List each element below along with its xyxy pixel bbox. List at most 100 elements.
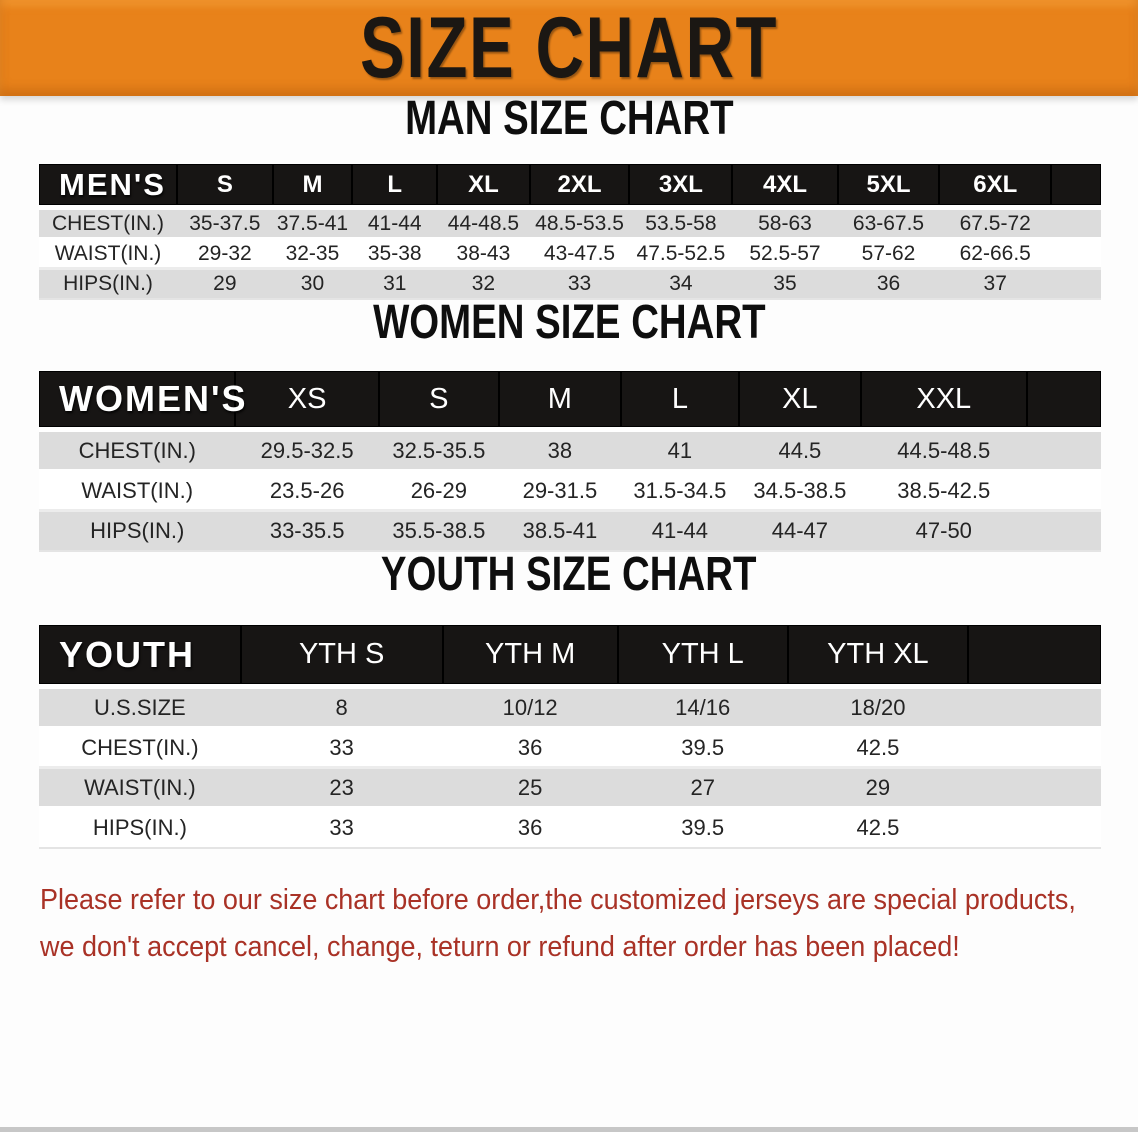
section-title-youth: YOUTH SIZE CHART: [0, 551, 1138, 599]
men-row-chest-in.-: CHEST(IN.) 35-37.5 37.5-41 41-44 44-48.5 48.5…: [39, 210, 1101, 240]
size-value-cell: 33: [240, 729, 443, 769]
size-value-cell: 27: [617, 769, 788, 809]
women-group-label: WOMEN'S: [39, 371, 246, 432]
size-value-cell: 38.5-41: [498, 512, 621, 552]
column-header-yth-xl: YTH XL: [787, 625, 969, 689]
women-header-row: WOMEN'S XS S M L XL XXL: [39, 371, 1101, 432]
size-value-cell: 29.5-32.5: [235, 432, 379, 472]
men-row-hips-in.-: HIPS(IN.) 29 30 31 32 33 34 35 36 37: [39, 270, 1101, 300]
womens-size-table: WOMEN'S XS S M L XL XXL CHEST(IN.) 29.5-32.5 32.5…: [39, 371, 1101, 552]
column-header-xxl: XXL: [860, 371, 1027, 432]
size-value-cell: 29-32: [177, 240, 273, 270]
size-value-cell: 41: [620, 432, 739, 472]
row-spacer: [968, 729, 1101, 769]
disclaimer-line2: we don't accept cancel, change, teturn o…: [40, 931, 960, 963]
row-spacer: [1050, 210, 1101, 240]
header-spacer: [1026, 371, 1101, 432]
size-value-cell: 33: [529, 270, 630, 300]
bottom-edge-strip: [0, 1127, 1138, 1132]
section-title-women-text: WOMEN SIZE CHART: [372, 296, 766, 349]
size-value-cell: 29: [787, 769, 969, 809]
size-value-cell: 18/20: [787, 689, 969, 729]
row-spacer: [1026, 472, 1101, 512]
youth-row-waist-in.-: WAIST(IN.) 23 25 27 29: [39, 769, 1101, 809]
column-header-m: M: [272, 164, 353, 210]
row-spacer: [968, 689, 1101, 729]
row-label: U.S.SIZE: [39, 689, 241, 729]
size-value-cell: 47-50: [860, 512, 1027, 552]
size-value-cell: 33-35.5: [235, 512, 379, 552]
column-header-xl: XL: [437, 164, 530, 210]
column-header-2xl: 2XL: [529, 164, 630, 210]
size-value-cell: 35.5-38.5: [378, 512, 499, 552]
column-header-s: S: [177, 164, 273, 210]
youth-row-chest-in.-: CHEST(IN.) 33 36 39.5 42.5: [39, 729, 1101, 769]
size-value-cell: 37: [939, 270, 1051, 300]
size-value-cell: 35: [732, 270, 838, 300]
column-header-l: L: [620, 371, 739, 432]
header-spacer: [1050, 164, 1101, 210]
size-value-cell: 32-35: [272, 240, 353, 270]
size-value-cell: 8: [240, 689, 443, 729]
row-spacer: [968, 809, 1101, 849]
size-value-cell: 42.5: [787, 729, 969, 769]
column-header-3xl: 3XL: [629, 164, 733, 210]
size-value-cell: 63-67.5: [837, 210, 940, 240]
size-value-cell: 39.5: [617, 729, 788, 769]
men-row-waist-in.-: WAIST(IN.) 29-32 32-35 35-38 38-43 43-47.5 47.…: [39, 240, 1101, 270]
size-value-cell: 44.5-48.5: [860, 432, 1027, 472]
men-group-label: MEN'S: [39, 164, 178, 210]
section-title-man: MAN SIZE CHART: [0, 92, 1138, 145]
size-value-cell: 34: [629, 270, 733, 300]
mens-size-table: MEN'S S M L XL 2XL 3XL 4XL 5XL 6XL CHEST(IN.) 35-37…: [39, 164, 1101, 300]
size-value-cell: 29: [177, 270, 273, 300]
size-value-cell: 38.5-42.5: [860, 472, 1027, 512]
size-value-cell: 38-43: [437, 240, 530, 270]
size-value-cell: 62-66.5: [939, 240, 1051, 270]
column-header-yth-s: YTH S: [240, 625, 443, 689]
size-value-cell: 35-38: [352, 240, 438, 270]
youth-row-hips-in.-: HIPS(IN.) 33 36 39.5 42.5: [39, 809, 1101, 849]
size-value-cell: 41-44: [620, 512, 739, 552]
disclaimer-line1: Please refer to our size chart before or…: [40, 884, 1076, 916]
size-value-cell: 32.5-35.5: [378, 432, 499, 472]
size-value-cell: 57-62: [837, 240, 940, 270]
size-value-cell: 36: [837, 270, 940, 300]
size-value-cell: 58-63: [732, 210, 838, 240]
row-label: WAIST(IN.): [39, 240, 178, 270]
size-value-cell: 30: [272, 270, 353, 300]
column-header-xl: XL: [738, 371, 861, 432]
size-value-cell: 53.5-58: [629, 210, 733, 240]
row-label: CHEST(IN.): [39, 729, 241, 769]
size-value-cell: 26-29: [378, 472, 499, 512]
size-value-cell: 39.5: [617, 809, 788, 849]
row-spacer: [1026, 432, 1101, 472]
size-value-cell: 31: [352, 270, 438, 300]
size-value-cell: 52.5-57: [732, 240, 838, 270]
women-row-chest-in.-: CHEST(IN.) 29.5-32.5 32.5-35.5 38 41 44.5 44.5…: [39, 432, 1101, 472]
section-title-women: WOMEN SIZE CHART: [0, 296, 1138, 349]
youth-size-table: YOUTH YTH S YTH M YTH L YTH XL U.S.SIZE 8 10/12…: [39, 625, 1101, 849]
size-value-cell: 10/12: [442, 689, 618, 729]
size-value-cell: 44.5: [738, 432, 861, 472]
size-value-cell: 33: [240, 809, 443, 849]
size-value-cell: 36: [442, 809, 618, 849]
size-value-cell: 32: [437, 270, 530, 300]
row-label: WAIST(IN.): [39, 472, 236, 512]
women-row-hips-in.-: HIPS(IN.) 33-35.5 35.5-38.5 38.5-41 41-44 44-…: [39, 512, 1101, 552]
column-header-4xl: 4XL: [732, 164, 838, 210]
size-value-cell: 44-47: [738, 512, 861, 552]
row-label: WAIST(IN.): [39, 769, 241, 809]
section-title-man-text: MAN SIZE CHART: [404, 92, 734, 145]
row-label: HIPS(IN.): [39, 809, 241, 849]
column-header-5xl: 5XL: [837, 164, 940, 210]
row-label: HIPS(IN.): [39, 270, 178, 300]
column-header-yth-m: YTH M: [442, 625, 618, 689]
size-value-cell: 47.5-52.5: [629, 240, 733, 270]
header-spacer: [968, 625, 1101, 689]
row-spacer: [1050, 270, 1101, 300]
banner: SIZE CHART: [0, 0, 1138, 96]
size-value-cell: 25: [442, 769, 618, 809]
size-value-cell: 23: [240, 769, 443, 809]
